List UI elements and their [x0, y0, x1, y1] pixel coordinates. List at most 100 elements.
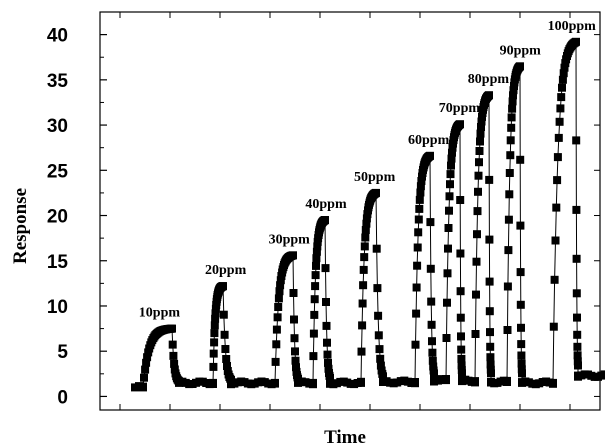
- y-axis-title: Response: [10, 188, 31, 264]
- data-point: [291, 356, 300, 365]
- pulse-label: 90ppm: [500, 43, 542, 58]
- data-point: [220, 330, 229, 339]
- pulse-label: 80ppm: [468, 72, 510, 87]
- data-point: [321, 216, 329, 224]
- pulse-label: 60ppm: [408, 133, 450, 148]
- data-point: [428, 356, 437, 365]
- data-point: [416, 188, 425, 197]
- data-point: [417, 177, 426, 185]
- data-point: [310, 310, 319, 319]
- data-point: [274, 294, 283, 303]
- data-point: [311, 271, 320, 280]
- data-point: [375, 345, 384, 354]
- data-point: [222, 355, 231, 363]
- data-point: [359, 281, 368, 290]
- pulse-label: 100ppm: [548, 19, 597, 34]
- data-point: [486, 360, 495, 369]
- data-point: [553, 153, 562, 162]
- data-point: [291, 347, 299, 356]
- data-point: [170, 359, 179, 368]
- data-point: [485, 235, 494, 244]
- data-point: [552, 203, 561, 212]
- data-point: [310, 295, 319, 304]
- pulse-label: 30ppm: [269, 232, 311, 247]
- data-point: [476, 137, 484, 146]
- concentration-labels: 10ppm 20ppm 30ppm 40ppm 50ppm 60ppm 70ppm 80ppm…: [139, 19, 596, 321]
- data-point: [556, 104, 565, 113]
- pulse-label: 40ppm: [305, 197, 347, 212]
- data-series: [131, 37, 605, 392]
- data-point: [507, 113, 516, 122]
- data-point: [486, 342, 495, 351]
- data-point: [458, 369, 466, 378]
- data-point: [323, 350, 332, 359]
- data-point: [600, 370, 605, 379]
- data-point: [312, 261, 320, 270]
- data-point: [474, 171, 483, 180]
- data-point: [272, 340, 281, 349]
- data-point: [428, 348, 437, 357]
- pulse-label: 10ppm: [139, 306, 181, 321]
- data-point: [476, 129, 485, 138]
- y-tick-label: 0: [57, 387, 68, 408]
- data-point: [290, 334, 299, 343]
- data-point: [411, 340, 420, 349]
- data-point: [553, 176, 562, 185]
- data-point: [359, 265, 368, 274]
- data-point: [374, 311, 383, 320]
- data-point: [324, 364, 333, 373]
- y-tick-label: 25: [47, 161, 69, 182]
- data-point: [415, 195, 424, 204]
- data-point: [141, 365, 150, 374]
- data-point: [442, 334, 451, 342]
- data-point: [210, 338, 219, 347]
- data-point: [485, 175, 494, 184]
- data-point: [475, 147, 484, 155]
- data-point: [473, 207, 482, 216]
- data-point: [358, 321, 367, 330]
- data-point: [509, 91, 517, 100]
- data-point: [560, 63, 569, 72]
- data-point: [276, 281, 285, 290]
- data-point: [505, 190, 514, 199]
- data-point: [486, 328, 494, 337]
- data-point: [275, 287, 284, 296]
- data-point: [485, 91, 493, 100]
- x-axis: [119, 12, 571, 410]
- data-point: [477, 123, 485, 131]
- data-point: [446, 180, 454, 189]
- data-point: [362, 219, 371, 228]
- data-point: [443, 269, 452, 278]
- data-point: [572, 205, 581, 214]
- data-point: [559, 69, 568, 78]
- data-point: [412, 309, 421, 318]
- data-point: [313, 242, 322, 251]
- data-point: [272, 325, 281, 334]
- data-point: [573, 357, 582, 366]
- data-point: [448, 148, 456, 157]
- data-point: [486, 353, 495, 362]
- data-point: [372, 188, 380, 197]
- data-point: [503, 378, 511, 386]
- data-point: [413, 261, 422, 270]
- pulse-label: 50ppm: [354, 170, 396, 185]
- data-point: [323, 338, 331, 347]
- data-point: [271, 378, 279, 387]
- data-point: [442, 376, 450, 385]
- data-point: [517, 323, 525, 332]
- data-point: [309, 329, 318, 338]
- data-point: [555, 117, 564, 126]
- data-point: [412, 283, 421, 292]
- data-point: [426, 151, 434, 160]
- data-point: [550, 275, 559, 284]
- data-point: [209, 349, 218, 358]
- data-point: [558, 75, 567, 84]
- data-point: [517, 340, 526, 349]
- data-point: [312, 254, 321, 263]
- data-point: [326, 373, 334, 382]
- data-point: [322, 321, 331, 330]
- data-point: [508, 104, 517, 113]
- data-point: [574, 361, 582, 370]
- data-point: [139, 383, 147, 392]
- data-point: [374, 331, 383, 340]
